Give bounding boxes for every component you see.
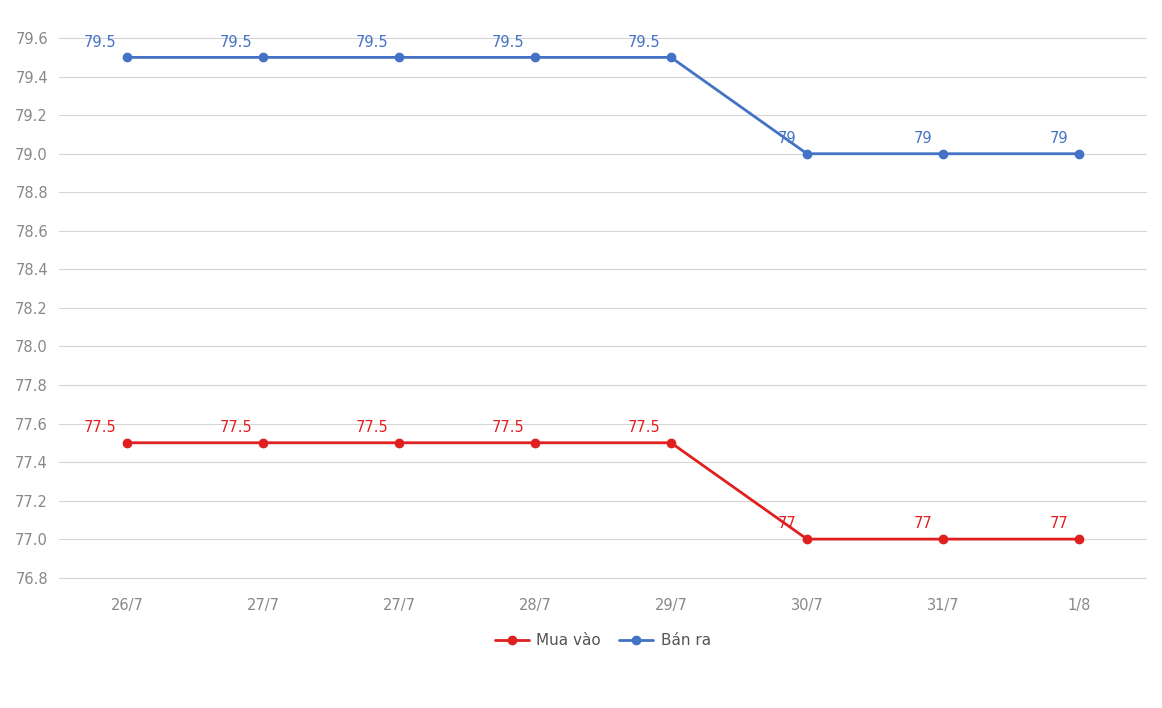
Bán ra (664, 53, 677, 62)
Text: 79.5: 79.5 (220, 35, 252, 50)
Text: 79: 79 (777, 131, 796, 146)
Bán ra (937, 149, 951, 158)
Mua vào (528, 438, 541, 447)
Line: Mua vào: Mua vào (123, 438, 1083, 543)
Bán ra (120, 53, 134, 62)
Mua vào (1073, 535, 1086, 543)
Legend: Mua vào, Bán ra: Mua vào, Bán ra (489, 627, 717, 654)
Bán ra (528, 53, 541, 62)
Text: 77: 77 (913, 516, 932, 532)
Text: 77.5: 77.5 (356, 420, 388, 435)
Text: 79: 79 (913, 131, 932, 146)
Text: 77: 77 (1049, 516, 1068, 532)
Mua vào (120, 438, 134, 447)
Mua vào (799, 535, 813, 543)
Bán ra (1073, 149, 1086, 158)
Line: Bán ra: Bán ra (123, 53, 1083, 158)
Text: 79.5: 79.5 (84, 35, 116, 50)
Mua vào (937, 535, 951, 543)
Bán ra (799, 149, 813, 158)
Text: 77.5: 77.5 (84, 420, 116, 435)
Text: 79.5: 79.5 (492, 35, 524, 50)
Mua vào (392, 438, 406, 447)
Text: 77.5: 77.5 (492, 420, 524, 435)
Bán ra (256, 53, 270, 62)
Text: 77.5: 77.5 (627, 420, 660, 435)
Text: 79: 79 (1049, 131, 1068, 146)
Text: 79.5: 79.5 (356, 35, 388, 50)
Text: 79.5: 79.5 (627, 35, 660, 50)
Text: 77.5: 77.5 (220, 420, 252, 435)
Text: 77: 77 (777, 516, 796, 532)
Bán ra (392, 53, 406, 62)
Mua vào (664, 438, 677, 447)
Mua vào (256, 438, 270, 447)
